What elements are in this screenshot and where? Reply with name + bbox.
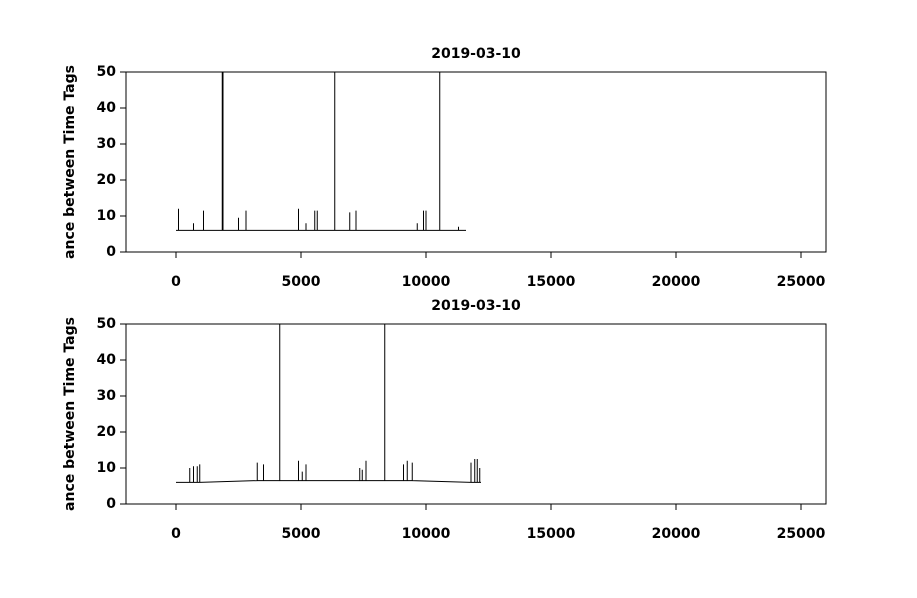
x-tick-label: 10000 (402, 526, 451, 542)
y-tick-label: 30 (97, 136, 117, 152)
y-tick-label: 20 (97, 172, 117, 188)
y-tick-label: 0 (106, 496, 116, 512)
plot-frame (125, 323, 827, 505)
y-tick-label: 10 (97, 208, 117, 224)
data-line (176, 72, 466, 231)
chart-title: 2019-03-10 (431, 46, 521, 62)
x-tick-label: 25000 (777, 274, 826, 290)
x-tick-label: 20000 (652, 526, 701, 542)
y-tick-label: 10 (97, 460, 117, 476)
x-tick-label: 5000 (282, 274, 321, 290)
y-tick-label: 50 (97, 64, 117, 80)
y-tick-label: 40 (97, 100, 117, 116)
data-line (176, 324, 481, 483)
x-tick-label: 0 (171, 526, 181, 542)
y-tick-label: 30 (97, 388, 117, 404)
x-tick-label: 20000 (652, 274, 701, 290)
y-axis-label: ance between Time Tags (62, 317, 78, 511)
x-tick-label: 15000 (527, 526, 576, 542)
plot-frame (125, 71, 827, 253)
y-tick-label: 0 (106, 244, 116, 260)
y-tick-label: 50 (97, 316, 117, 332)
y-axis-label: ance between Time Tags (62, 65, 78, 259)
y-tick-label: 40 (97, 352, 117, 368)
x-tick-label: 5000 (282, 526, 321, 542)
x-tick-label: 25000 (777, 526, 826, 542)
y-tick-label: 20 (97, 424, 117, 440)
x-tick-label: 10000 (402, 274, 451, 290)
x-tick-label: 15000 (527, 274, 576, 290)
x-tick-label: 0 (171, 274, 181, 290)
chart-title: 2019-03-10 (431, 298, 521, 314)
